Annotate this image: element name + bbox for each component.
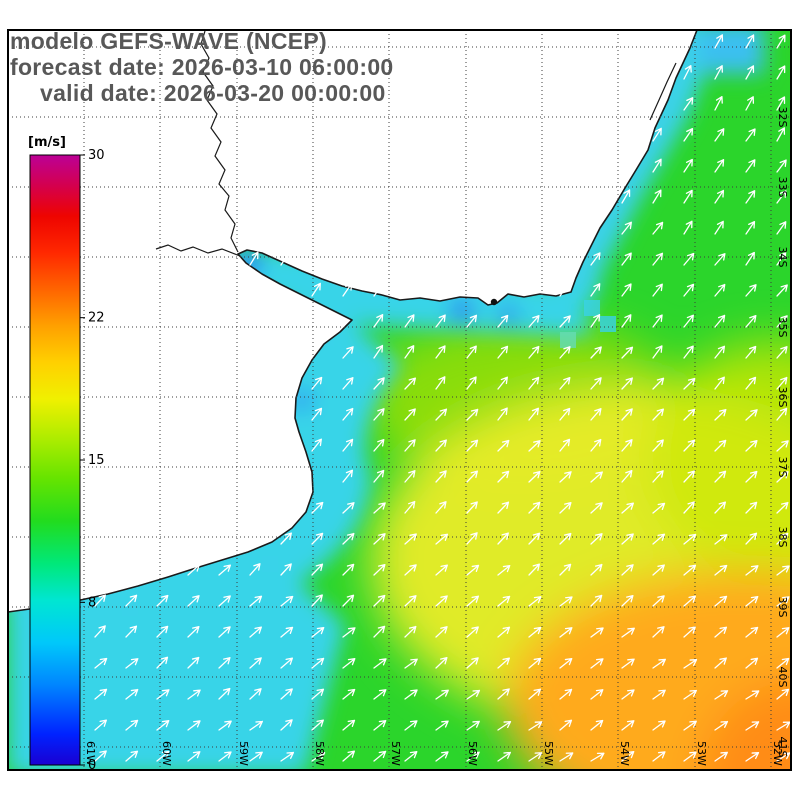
svg-text:52W: 52W — [771, 741, 784, 766]
svg-text:60W: 60W — [160, 741, 173, 766]
color-scale: [m/s] 30 22 15 8 0 — [28, 135, 105, 773]
river-lines — [155, 30, 677, 306]
svg-text:59W: 59W — [237, 741, 250, 766]
svg-text:38S: 38S — [776, 527, 789, 548]
color-scale-unit-label: [m/s] — [28, 135, 66, 150]
svg-text:40S: 40S — [776, 667, 789, 688]
svg-text:34S: 34S — [776, 247, 789, 268]
svg-text:0: 0 — [88, 758, 96, 773]
svg-text:35S: 35S — [776, 317, 789, 338]
valid-date-line: valid date: 2026-03-20 00:00:00 — [40, 80, 386, 106]
svg-text:55W: 55W — [542, 741, 555, 766]
field-block-accents — [122, 300, 616, 616]
city-dot — [490, 298, 498, 306]
svg-text:22: 22 — [88, 311, 105, 326]
svg-text:57W: 57W — [389, 741, 402, 766]
forecast-date-line: forecast date: 2026-03-10 06:00:00 — [10, 54, 394, 80]
svg-text:54W: 54W — [618, 741, 631, 766]
model-title: modelo GEFS-WAVE (NCEP) — [10, 28, 327, 54]
svg-text:39S: 39S — [776, 597, 789, 618]
svg-text:36S: 36S — [776, 387, 789, 408]
longitude-labels: 61W 60W 59W 58W 57W 56W 55W 54W 53W 52W — [84, 741, 784, 766]
svg-text:37S: 37S — [776, 457, 789, 478]
title-block: modelo GEFS-WAVE (NCEP) forecast date: 2… — [10, 28, 394, 106]
svg-text:61W: 61W — [84, 741, 97, 766]
map-border — [7, 29, 792, 771]
svg-text:30: 30 — [88, 148, 105, 163]
svg-text:8: 8 — [88, 595, 96, 610]
latitude-labels: 32S 33S 34S 35S 36S 37S 38S 39S 40S 41S — [776, 107, 789, 758]
svg-text:15: 15 — [88, 453, 105, 468]
wind-arrows-layer — [94, 34, 791, 762]
svg-text:58W: 58W — [313, 741, 326, 766]
color-scale-ticks: 30 22 15 8 0 — [80, 148, 105, 773]
svg-text:56W: 56W — [466, 741, 479, 766]
svg-text:33S: 33S — [776, 177, 789, 198]
svg-text:41S: 41S — [776, 737, 789, 758]
svg-text:32S: 32S — [776, 107, 789, 128]
color-scale-bar — [29, 154, 81, 766]
svg-text:53W: 53W — [695, 741, 708, 766]
